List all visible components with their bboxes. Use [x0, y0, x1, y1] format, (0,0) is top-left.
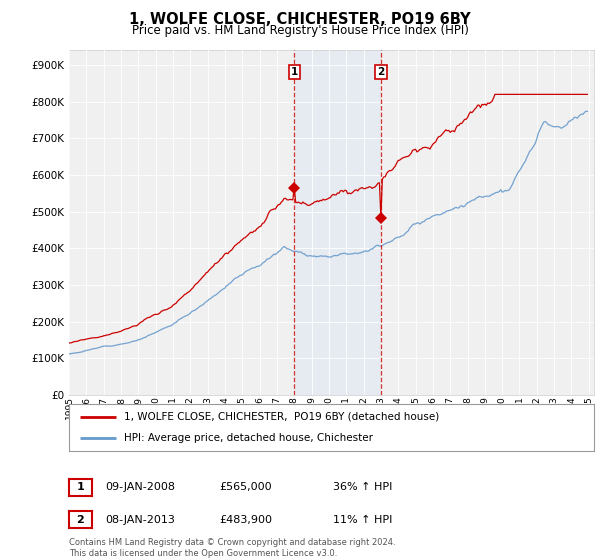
Text: 1: 1 — [290, 67, 298, 77]
Text: 1, WOLFE CLOSE, CHICHESTER, PO19 6BY: 1, WOLFE CLOSE, CHICHESTER, PO19 6BY — [129, 12, 471, 27]
Text: 36% ↑ HPI: 36% ↑ HPI — [333, 482, 392, 492]
Text: 11% ↑ HPI: 11% ↑ HPI — [333, 515, 392, 525]
Text: 09-JAN-2008: 09-JAN-2008 — [105, 482, 175, 492]
Text: HPI: Average price, detached house, Chichester: HPI: Average price, detached house, Chic… — [124, 433, 373, 444]
Text: 08-JAN-2013: 08-JAN-2013 — [105, 515, 175, 525]
Text: 2: 2 — [377, 67, 385, 77]
Text: 1: 1 — [77, 482, 84, 492]
Text: 2: 2 — [77, 515, 84, 525]
Bar — [294, 50, 381, 395]
Text: £483,900: £483,900 — [219, 515, 272, 525]
Text: £565,000: £565,000 — [219, 482, 272, 492]
Text: 1, WOLFE CLOSE, CHICHESTER,  PO19 6BY (detached house): 1, WOLFE CLOSE, CHICHESTER, PO19 6BY (de… — [124, 412, 439, 422]
Text: Price paid vs. HM Land Registry's House Price Index (HPI): Price paid vs. HM Land Registry's House … — [131, 24, 469, 36]
Text: Contains HM Land Registry data © Crown copyright and database right 2024.
This d: Contains HM Land Registry data © Crown c… — [69, 538, 395, 558]
